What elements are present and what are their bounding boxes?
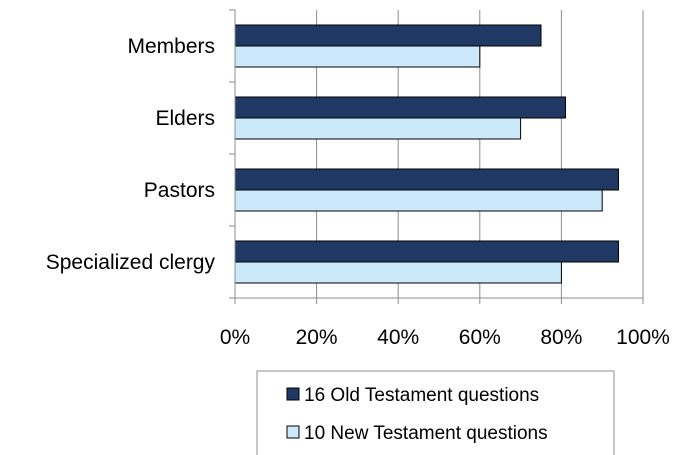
bar-marks xyxy=(234,24,620,284)
x-tick-label: 0% xyxy=(220,326,250,349)
x-tick-labels: 0% 20% 40% 60% 80% 100% xyxy=(220,326,670,349)
bar-old-testament xyxy=(234,96,566,119)
bar-old-testament xyxy=(234,24,542,47)
legend: 16 Old Testament questions 10 New Testame… xyxy=(256,370,615,455)
bar-new-testament xyxy=(234,45,481,68)
legend-label: 16 Old Testament questions xyxy=(304,385,539,406)
x-tick-label: 40% xyxy=(377,326,419,349)
legend-box xyxy=(256,370,615,455)
x-tick-label: 80% xyxy=(540,326,582,349)
legend-swatch xyxy=(286,387,300,401)
legend-label: 10 New Testament questions xyxy=(304,423,548,444)
bar-new-testament xyxy=(234,117,522,140)
x-tick-label: 100% xyxy=(616,326,670,349)
category-labels: Members Elders Pastors Specialized clergy xyxy=(46,35,216,274)
bar-new-testament xyxy=(234,189,603,212)
axes xyxy=(229,9,644,304)
category-label: Pastors xyxy=(144,179,215,202)
bar-new-testament xyxy=(234,261,562,284)
bar-old-testament xyxy=(234,168,620,191)
category-label: Specialized clergy xyxy=(46,251,216,274)
category-label: Elders xyxy=(155,107,215,130)
x-tick-label: 60% xyxy=(459,326,501,349)
bar-old-testament xyxy=(234,240,620,263)
legend-swatch xyxy=(286,425,300,439)
category-label: Members xyxy=(127,35,215,58)
x-tick-label: 20% xyxy=(296,326,338,349)
